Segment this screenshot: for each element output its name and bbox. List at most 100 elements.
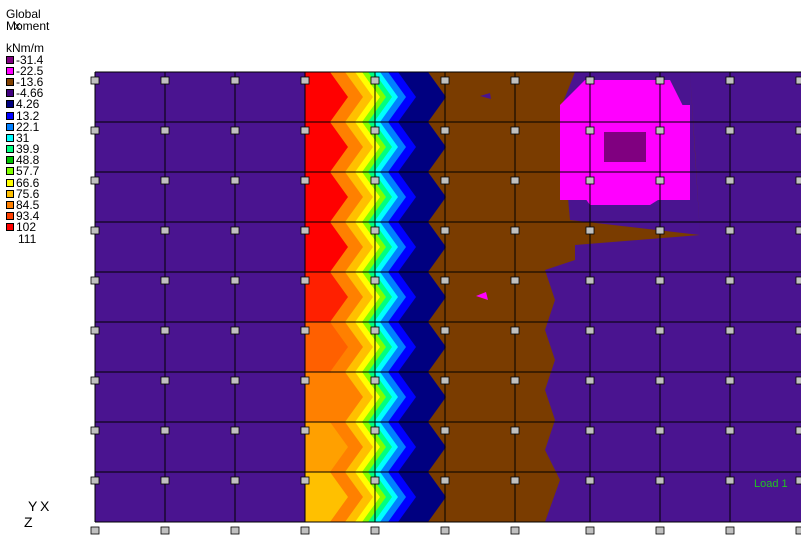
node-support-icon[interactable] (655, 276, 665, 285)
node-support-icon[interactable] (510, 276, 520, 285)
node-support-icon[interactable] (90, 426, 100, 435)
node-support-icon[interactable] (90, 526, 100, 535)
node-support-icon[interactable] (655, 226, 665, 235)
node-support-icon[interactable] (585, 526, 595, 535)
node-support-icon[interactable] (230, 226, 240, 235)
node-support-icon[interactable] (370, 426, 380, 435)
node-support-icon[interactable] (510, 76, 520, 85)
node-support-icon[interactable] (230, 476, 240, 485)
node-support-icon[interactable] (655, 176, 665, 185)
node-support-icon[interactable] (510, 326, 520, 335)
node-support-icon[interactable] (300, 326, 310, 335)
node-support-icon[interactable] (160, 526, 170, 535)
node-support-icon[interactable] (795, 76, 801, 85)
node-support-icon[interactable] (160, 276, 170, 285)
node-support-icon[interactable] (725, 526, 735, 535)
node-support-icon[interactable] (300, 276, 310, 285)
node-support-icon[interactable] (795, 126, 801, 135)
node-support-icon[interactable] (795, 476, 801, 485)
node-support-icon[interactable] (90, 276, 100, 285)
node-support-icon[interactable] (160, 426, 170, 435)
node-support-icon[interactable] (230, 126, 240, 135)
node-support-icon[interactable] (795, 326, 801, 335)
node-support-icon[interactable] (585, 326, 595, 335)
node-support-icon[interactable] (300, 526, 310, 535)
node-support-icon[interactable] (440, 126, 450, 135)
node-support-icon[interactable] (160, 76, 170, 85)
node-support-icon[interactable] (90, 76, 100, 85)
node-support-icon[interactable] (585, 276, 595, 285)
node-support-icon[interactable] (655, 426, 665, 435)
node-support-icon[interactable] (230, 76, 240, 85)
node-support-icon[interactable] (440, 176, 450, 185)
node-support-icon[interactable] (90, 376, 100, 385)
node-support-icon[interactable] (230, 276, 240, 285)
node-support-icon[interactable] (370, 526, 380, 535)
node-support-icon[interactable] (655, 526, 665, 535)
node-support-icon[interactable] (585, 126, 595, 135)
node-support-icon[interactable] (160, 376, 170, 385)
node-support-icon[interactable] (725, 326, 735, 335)
node-support-icon[interactable] (230, 376, 240, 385)
node-support-icon[interactable] (585, 426, 595, 435)
node-support-icon[interactable] (585, 376, 595, 385)
node-support-icon[interactable] (795, 176, 801, 185)
node-support-icon[interactable] (655, 126, 665, 135)
node-support-icon[interactable] (160, 476, 170, 485)
node-support-icon[interactable] (300, 126, 310, 135)
node-support-icon[interactable] (370, 176, 380, 185)
node-support-icon[interactable] (370, 126, 380, 135)
node-support-icon[interactable] (160, 326, 170, 335)
node-support-icon[interactable] (370, 226, 380, 235)
node-support-icon[interactable] (725, 176, 735, 185)
node-support-icon[interactable] (370, 476, 380, 485)
node-support-icon[interactable] (90, 476, 100, 485)
node-support-icon[interactable] (370, 76, 380, 85)
node-support-icon[interactable] (90, 126, 100, 135)
node-support-icon[interactable] (585, 226, 595, 235)
node-support-icon[interactable] (655, 376, 665, 385)
node-support-icon[interactable] (90, 326, 100, 335)
node-support-icon[interactable] (230, 526, 240, 535)
node-support-icon[interactable] (440, 76, 450, 85)
node-support-icon[interactable] (300, 376, 310, 385)
node-support-icon[interactable] (440, 226, 450, 235)
node-support-icon[interactable] (300, 226, 310, 235)
node-support-icon[interactable] (795, 526, 801, 535)
node-support-icon[interactable] (510, 526, 520, 535)
node-support-icon[interactable] (370, 376, 380, 385)
node-support-icon[interactable] (300, 476, 310, 485)
node-support-icon[interactable] (370, 276, 380, 285)
node-support-icon[interactable] (655, 476, 665, 485)
node-support-icon[interactable] (300, 426, 310, 435)
node-support-icon[interactable] (300, 176, 310, 185)
node-support-icon[interactable] (510, 226, 520, 235)
node-support-icon[interactable] (655, 326, 665, 335)
node-support-icon[interactable] (370, 326, 380, 335)
node-support-icon[interactable] (160, 126, 170, 135)
node-support-icon[interactable] (725, 76, 735, 85)
node-support-icon[interactable] (510, 176, 520, 185)
node-support-icon[interactable] (230, 176, 240, 185)
node-support-icon[interactable] (440, 326, 450, 335)
node-support-icon[interactable] (725, 226, 735, 235)
node-support-icon[interactable] (440, 376, 450, 385)
node-support-icon[interactable] (725, 126, 735, 135)
node-support-icon[interactable] (655, 76, 665, 85)
node-support-icon[interactable] (90, 226, 100, 235)
node-support-icon[interactable] (795, 276, 801, 285)
node-support-icon[interactable] (510, 476, 520, 485)
node-support-icon[interactable] (510, 126, 520, 135)
node-support-icon[interactable] (230, 326, 240, 335)
node-support-icon[interactable] (510, 376, 520, 385)
node-support-icon[interactable] (90, 176, 100, 185)
node-support-icon[interactable] (795, 226, 801, 235)
node-support-icon[interactable] (725, 426, 735, 435)
node-support-icon[interactable] (585, 76, 595, 85)
node-support-icon[interactable] (725, 276, 735, 285)
node-support-icon[interactable] (160, 176, 170, 185)
node-support-icon[interactable] (725, 376, 735, 385)
node-support-icon[interactable] (300, 76, 310, 85)
node-support-icon[interactable] (585, 476, 595, 485)
node-support-icon[interactable] (160, 226, 170, 235)
